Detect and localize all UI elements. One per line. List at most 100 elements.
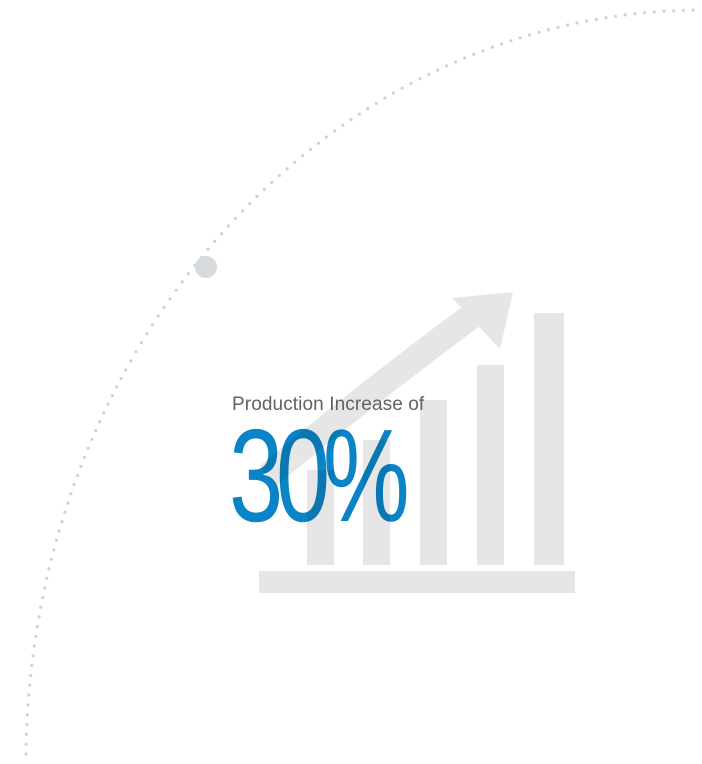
arc-dot [110, 394, 114, 398]
arc-dot [102, 411, 106, 415]
arc-dot [681, 8, 686, 12]
arc-dot [233, 216, 237, 220]
arc-dot [29, 673, 33, 678]
arc-dot [255, 194, 259, 199]
arc-dot [94, 428, 98, 433]
arc-dot [206, 247, 210, 251]
arc-dot [613, 14, 618, 18]
arc-dot [308, 147, 312, 151]
arc-dot [168, 297, 172, 301]
arc-dot [98, 420, 102, 424]
arc-dot [115, 385, 119, 389]
arc-dot [60, 520, 64, 524]
arc-dot [24, 742, 28, 746]
arc-dot [418, 77, 422, 81]
arc-dot [454, 60, 458, 64]
arc-dot [41, 596, 45, 600]
arc-dot [672, 9, 676, 13]
arc-dot [300, 154, 305, 158]
arc-dot [262, 187, 266, 191]
arc-dot [662, 9, 666, 13]
arc-dot [79, 464, 83, 468]
arc-dot [32, 644, 36, 648]
arc-dot [174, 288, 178, 292]
arc-dot [481, 49, 485, 53]
arc-dot [82, 455, 86, 459]
arc-dot [490, 45, 494, 49]
arc-dot [28, 683, 32, 687]
arc-dot [45, 576, 49, 581]
arc-dot [565, 23, 570, 27]
arc-dot [357, 112, 361, 116]
growth-arrow-shaft [259, 295, 493, 486]
arc-dot [90, 437, 94, 441]
chart-baseline [259, 571, 575, 593]
arc-dot [240, 209, 245, 213]
arc-dot [643, 11, 647, 15]
arc-dot [436, 68, 440, 72]
arc-dot [633, 12, 637, 16]
arc-dot [72, 483, 76, 487]
arc-dot [24, 732, 29, 737]
arc-dot [463, 56, 467, 60]
arc-dot [69, 492, 73, 496]
arc-dot [186, 272, 191, 276]
arc-dot [52, 548, 56, 552]
arc-dot [139, 341, 143, 345]
arc-dot [472, 52, 476, 56]
arc-dot [445, 64, 449, 68]
arc-dot [124, 368, 128, 372]
arc-dot [316, 141, 320, 145]
arc-dot [509, 39, 513, 43]
arc-marker-dot [195, 256, 217, 278]
arc-dot [180, 280, 184, 284]
arc-dot [623, 13, 627, 17]
arc-dot [537, 30, 541, 34]
arc-dot [43, 586, 47, 590]
arc-dot [75, 473, 80, 478]
arc-dot [277, 174, 281, 178]
arc-dot [366, 107, 370, 111]
arc-dot [86, 446, 90, 450]
arc-dot [66, 501, 70, 505]
arc-dot [162, 305, 166, 309]
arc-dot [145, 332, 149, 336]
arc-dot [518, 36, 522, 40]
arc-dot [341, 123, 345, 127]
arc-dot [594, 17, 598, 21]
arc-dot [499, 42, 504, 46]
arc-dot [528, 33, 532, 37]
arc-dot [47, 567, 51, 571]
arc-dot [49, 557, 54, 561]
arc-dot [134, 350, 138, 354]
chart-bar-4 [477, 365, 504, 565]
arc-dot [333, 129, 337, 133]
chart-bar-5 [534, 313, 564, 565]
arc-dot [585, 19, 589, 23]
arc-dot [374, 101, 378, 105]
arc-dot [30, 664, 34, 668]
arc-dot [226, 224, 230, 228]
arc-dot [556, 25, 560, 29]
arc-dot [39, 605, 43, 609]
chart-bar-1 [307, 470, 334, 565]
arc-dot [575, 21, 579, 25]
growth-chart-icon [259, 292, 575, 593]
arc-dot [25, 713, 29, 717]
arc-dot [156, 314, 160, 318]
arc-dot [652, 10, 656, 14]
arc-dot [349, 118, 353, 122]
arc-dot [150, 323, 155, 327]
arc-dot [604, 16, 608, 20]
arc-dot [129, 359, 133, 363]
arc-dot [293, 160, 297, 164]
arc-dot [35, 625, 39, 629]
arc-dot [270, 180, 274, 184]
arc-dot [119, 376, 123, 381]
arc-dot [400, 86, 404, 90]
arc-dot [546, 28, 551, 32]
dotted-arc-decoration [24, 8, 695, 756]
arc-dot [391, 91, 396, 95]
arc-dot [27, 693, 31, 697]
